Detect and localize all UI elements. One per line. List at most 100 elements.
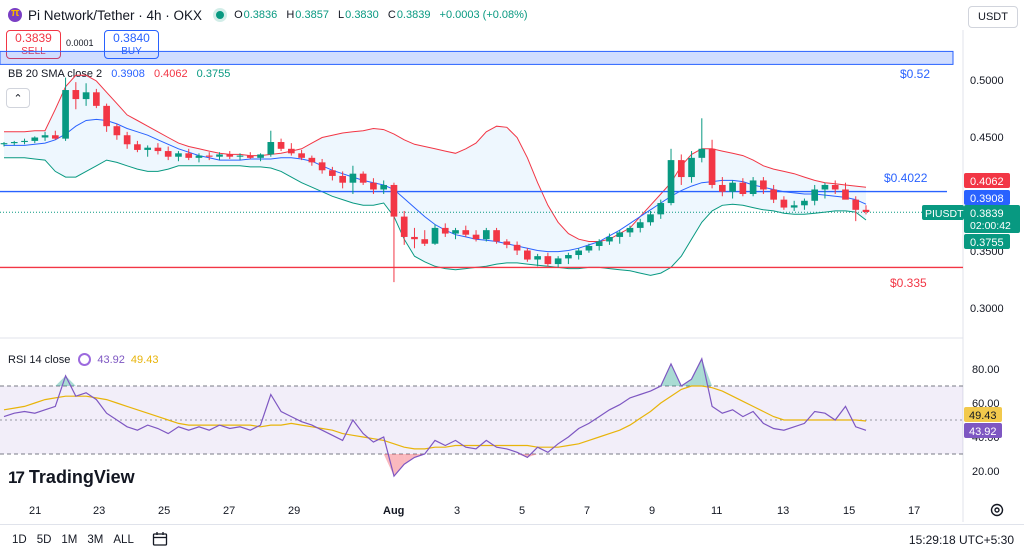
candle-body (852, 199, 860, 210)
market-status-icon (216, 11, 225, 19)
currency-button[interactable]: USDT (968, 6, 1018, 28)
rsi-oversold-fill (383, 454, 394, 477)
candle-body (811, 189, 819, 201)
candle-body (267, 142, 275, 155)
range-1m-button[interactable]: 1M (61, 534, 78, 546)
candle-body (370, 182, 377, 190)
candle-body (298, 153, 305, 158)
candle-body (226, 154, 234, 157)
bb-name: BB 20 SMA close 2 (8, 68, 103, 80)
candle-body (390, 184, 398, 217)
last-price-badge (964, 205, 1020, 233)
bb-lower-badge (964, 234, 1010, 249)
candle-body (318, 162, 326, 171)
time-label: 11 (711, 505, 722, 517)
candle-body (452, 230, 459, 234)
ohlc-high-key: H (286, 9, 295, 21)
tradingview-mark-icon: 17 (8, 467, 25, 487)
candle-body (626, 227, 634, 233)
range-selector: 1D 5D 1M 3M ALL (12, 534, 134, 546)
symbol-header: Pi Network/Tether · 4h · OKX O0.3836 H0.… (8, 6, 534, 24)
utc-clock[interactable]: 15:29:18 UTC+5:30 (908, 533, 1014, 547)
candle-body (472, 234, 480, 240)
candle-body (205, 155, 213, 157)
candle-body (411, 236, 418, 240)
candle-body (780, 199, 788, 208)
candle-body (329, 170, 336, 176)
candle-body (51, 135, 59, 139)
ohlc-close-key: C (387, 9, 396, 21)
time-label: 7 (584, 505, 590, 517)
price-tick: 0.4500 (970, 132, 1004, 144)
time-label: 23 (93, 505, 105, 517)
symbol-title[interactable]: Pi Network/Tether · 4h · OKX (28, 7, 203, 23)
rsi-legend[interactable]: RSI 14 close 43.92 49.43 (8, 353, 158, 366)
candle-body (749, 180, 757, 194)
candle-body (729, 182, 736, 192)
candle-body (123, 135, 131, 145)
time-label: 17 (908, 505, 920, 517)
buy-price: 0.3840 (113, 31, 150, 45)
candle-body (441, 227, 449, 234)
calendar-icon[interactable] (152, 531, 168, 547)
time-label: 29 (288, 505, 300, 517)
candle-body (534, 256, 541, 260)
candle-body (790, 205, 798, 208)
rsi-tick: 80.00 (972, 364, 1000, 376)
candle-body (482, 230, 490, 240)
candle-body (349, 173, 357, 183)
candle-body (10, 142, 18, 144)
candle-body (144, 147, 152, 150)
candle-body (164, 151, 172, 157)
range-1d-button[interactable]: 1D (12, 534, 27, 546)
bb-lower-line (4, 157, 867, 276)
collapse-legend-button[interactable]: ⌃ (6, 88, 30, 108)
candle-body (667, 160, 675, 204)
rsi-ma-value: 49.43 (130, 353, 159, 366)
symbol-badge-text: PIUSDT (925, 208, 964, 220)
range-all-button[interactable]: ALL (113, 534, 134, 546)
candle-body (62, 90, 69, 139)
rsi-tick: 20.00 (972, 466, 1000, 478)
candle-body (647, 214, 654, 223)
candle-body (688, 157, 695, 178)
candle-body (718, 184, 726, 192)
candle-body (821, 184, 829, 190)
rsi-ma-line (3, 385, 867, 450)
candle-body (31, 137, 39, 141)
tradingview-logo[interactable]: 17 TradingView (8, 467, 135, 488)
range-3m-button[interactable]: 3M (87, 534, 104, 546)
candle-body (134, 144, 141, 150)
candle-body (831, 184, 839, 190)
rsi-overbought-fill (691, 358, 702, 386)
gear-icon[interactable] (990, 503, 1004, 517)
candle-body (606, 236, 613, 242)
axes: 0.5000 0.4500 0.3500 0.3000 $0.52 $0.402… (29, 67, 1020, 517)
candle-body (585, 245, 593, 251)
ohlc-change: +0.0003 (+0.08%) (439, 9, 528, 21)
rsi-line (3, 357, 867, 478)
candle-body (801, 200, 808, 206)
bb-legend[interactable]: BB 20 SMA close 2 0.3908 0.4062 0.3755 (8, 68, 230, 80)
candle-body (277, 142, 285, 149)
ohlc-open: 0.3836 (243, 9, 278, 21)
candle-body (93, 92, 100, 106)
candle-body (21, 140, 28, 143)
rsi-ma-badge-text: 49.43 (969, 410, 997, 422)
bb-upper-value: 0.4062 (153, 68, 188, 80)
candle-body (185, 153, 193, 158)
candle-body (216, 154, 223, 157)
candle-body (770, 189, 777, 200)
candle-body (616, 232, 624, 237)
bb-upper-badge-text: 0.4062 (970, 176, 1004, 188)
time-label: 27 (223, 505, 235, 517)
candle-body (359, 173, 367, 183)
ohlc-high: 0.3857 (295, 9, 329, 21)
candle-body (513, 244, 521, 251)
candle-body (575, 250, 583, 256)
candle-body (595, 241, 603, 246)
spread-value: 0.0001 (66, 38, 94, 48)
range-5d-button[interactable]: 5D (36, 534, 52, 546)
level-label-0335: $0.335 (890, 276, 927, 290)
